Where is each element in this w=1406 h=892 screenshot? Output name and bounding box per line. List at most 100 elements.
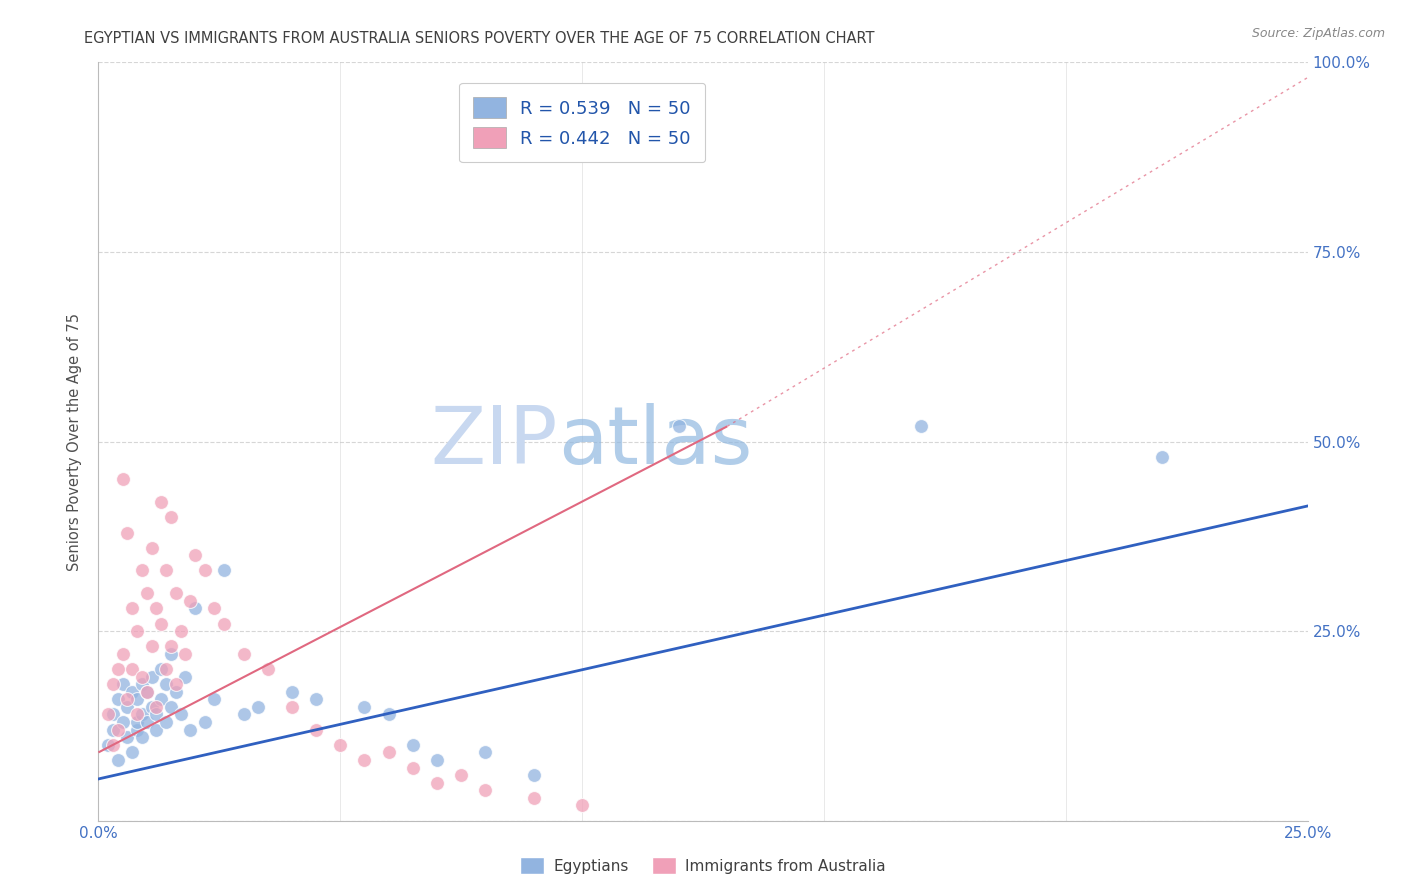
Point bbox=[204, 692, 226, 706]
Point bbox=[247, 699, 270, 714]
Point bbox=[1152, 450, 1174, 464]
Point bbox=[121, 746, 143, 760]
Point bbox=[174, 669, 197, 683]
Point bbox=[305, 723, 328, 737]
Point bbox=[155, 677, 177, 691]
Point bbox=[160, 699, 183, 714]
Point bbox=[160, 647, 183, 661]
Point bbox=[165, 677, 187, 691]
Point bbox=[131, 669, 153, 683]
Point bbox=[910, 419, 932, 434]
Point bbox=[121, 662, 143, 676]
Point bbox=[107, 753, 129, 767]
Point bbox=[169, 624, 191, 639]
Point bbox=[160, 639, 183, 653]
Point bbox=[160, 510, 183, 524]
Point bbox=[474, 783, 496, 797]
Point bbox=[450, 768, 472, 782]
Point bbox=[212, 564, 235, 578]
Point bbox=[165, 586, 187, 600]
Point bbox=[184, 548, 207, 563]
Point bbox=[150, 692, 173, 706]
Point bbox=[127, 723, 149, 737]
Point bbox=[169, 707, 191, 722]
Point bbox=[117, 525, 139, 540]
Point bbox=[232, 707, 254, 722]
Point bbox=[101, 738, 124, 752]
Point bbox=[131, 730, 153, 744]
Point bbox=[135, 586, 157, 600]
Legend: R = 0.539   N = 50, R = 0.442   N = 50: R = 0.539 N = 50, R = 0.442 N = 50 bbox=[458, 83, 706, 162]
Point bbox=[135, 685, 157, 699]
Point bbox=[523, 791, 546, 805]
Point bbox=[179, 594, 201, 608]
Point bbox=[194, 564, 217, 578]
Point bbox=[141, 669, 163, 683]
Point bbox=[145, 699, 167, 714]
Point bbox=[121, 601, 143, 615]
Point bbox=[145, 601, 167, 615]
Point bbox=[117, 730, 139, 744]
Point bbox=[523, 768, 546, 782]
Point bbox=[377, 746, 399, 760]
Point bbox=[150, 662, 173, 676]
Point bbox=[107, 692, 129, 706]
Point bbox=[155, 715, 177, 730]
Point bbox=[353, 753, 375, 767]
Point bbox=[135, 685, 157, 699]
Point bbox=[547, 131, 569, 145]
Point bbox=[131, 677, 153, 691]
Point bbox=[194, 715, 217, 730]
Point bbox=[232, 647, 254, 661]
Text: ZIP: ZIP bbox=[430, 402, 558, 481]
Point bbox=[179, 723, 201, 737]
Text: Source: ZipAtlas.com: Source: ZipAtlas.com bbox=[1251, 27, 1385, 40]
Point bbox=[281, 685, 304, 699]
Point bbox=[131, 564, 153, 578]
Point bbox=[402, 738, 425, 752]
Point bbox=[101, 723, 124, 737]
Point bbox=[141, 639, 163, 653]
Text: atlas: atlas bbox=[558, 402, 752, 481]
Point bbox=[174, 647, 197, 661]
Point bbox=[281, 699, 304, 714]
Point bbox=[150, 495, 173, 509]
Point bbox=[377, 707, 399, 722]
Point bbox=[426, 753, 449, 767]
Point bbox=[204, 601, 226, 615]
Point bbox=[141, 699, 163, 714]
Point bbox=[212, 616, 235, 631]
Point bbox=[101, 677, 124, 691]
Point bbox=[127, 707, 149, 722]
Point bbox=[107, 662, 129, 676]
Legend: Egyptians, Immigrants from Australia: Egyptians, Immigrants from Australia bbox=[513, 851, 893, 880]
Point bbox=[155, 662, 177, 676]
Point bbox=[165, 685, 187, 699]
Text: EGYPTIAN VS IMMIGRANTS FROM AUSTRALIA SENIORS POVERTY OVER THE AGE OF 75 CORRELA: EGYPTIAN VS IMMIGRANTS FROM AUSTRALIA SE… bbox=[84, 31, 875, 46]
Point bbox=[107, 723, 129, 737]
Point bbox=[135, 715, 157, 730]
Point bbox=[127, 715, 149, 730]
Point bbox=[141, 541, 163, 555]
Point bbox=[474, 746, 496, 760]
Point bbox=[305, 692, 328, 706]
Point bbox=[127, 624, 149, 639]
Point bbox=[121, 685, 143, 699]
Point bbox=[145, 707, 167, 722]
Point bbox=[150, 616, 173, 631]
Point bbox=[117, 699, 139, 714]
Point bbox=[101, 707, 124, 722]
Point bbox=[131, 707, 153, 722]
Point bbox=[329, 738, 352, 752]
Point bbox=[127, 692, 149, 706]
Point bbox=[111, 473, 134, 487]
Point bbox=[111, 677, 134, 691]
Point bbox=[145, 723, 167, 737]
Point bbox=[184, 601, 207, 615]
Point bbox=[402, 760, 425, 774]
Point bbox=[111, 647, 134, 661]
Point bbox=[668, 419, 690, 434]
Point bbox=[426, 776, 449, 790]
Point bbox=[353, 699, 375, 714]
Y-axis label: Seniors Poverty Over the Age of 75: Seniors Poverty Over the Age of 75 bbox=[67, 312, 83, 571]
